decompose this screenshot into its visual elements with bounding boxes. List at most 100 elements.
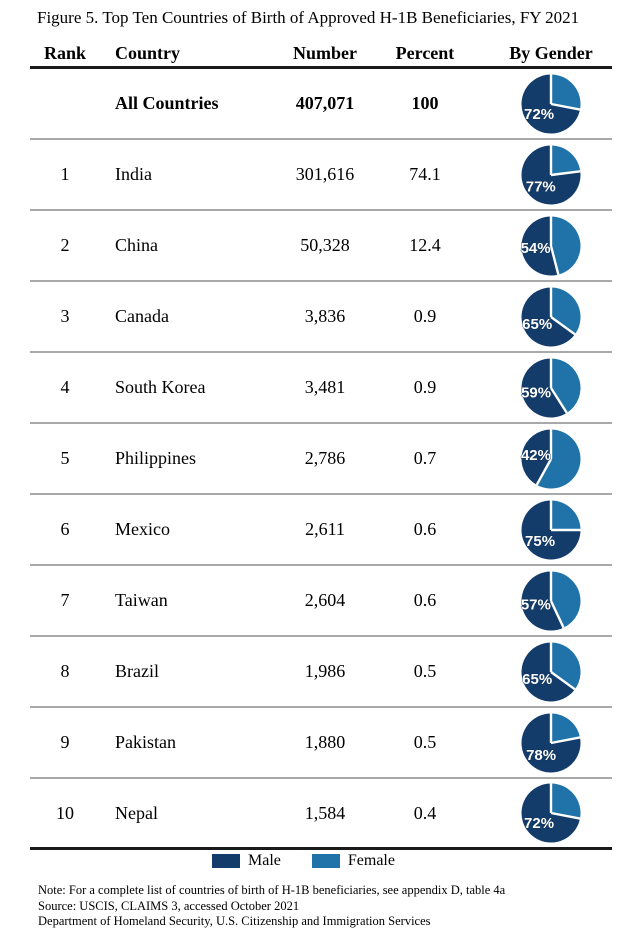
column-header-country: Country [115, 42, 181, 63]
table-row: 8 Brazil 1,986 0.5 65% [30, 637, 612, 708]
country-cell: Taiwan [115, 590, 168, 610]
male-percent-label: 78% [526, 746, 556, 763]
male-slice [521, 287, 575, 346]
country-cell: India [115, 164, 152, 184]
number-cell: 1,584 [304, 802, 346, 823]
h1b-countries-table: Rank Country Number Percent By Gender Al… [30, 40, 612, 850]
slice-separator [550, 315, 576, 335]
table-row: 3 Canada 3,836 0.9 65% [30, 282, 612, 353]
gender-cell: 65% [460, 640, 612, 704]
slice-separator [550, 169, 581, 176]
male-percent-label: 72% [524, 105, 554, 122]
number-cell: 2,604 [304, 590, 346, 610]
gender-pie-chart: 72% [521, 783, 581, 843]
slice-separator [549, 386, 568, 414]
table-header-row: Rank Country Number Percent By Gender [30, 40, 612, 69]
gender-pie-chart: 57% [520, 571, 581, 630]
country-cell: Philippines [115, 448, 197, 468]
table-row: 4 South Korea 3,481 0.9 59% [30, 353, 612, 424]
female-slice [551, 287, 581, 334]
rank-cell: 3 [60, 306, 70, 326]
gender-pie-chart: 72% [521, 74, 581, 133]
column-header-percent: Percent [395, 42, 455, 63]
male-legend-label: Male [248, 852, 281, 869]
footnotes: Note: For a complete list of countries o… [38, 883, 505, 930]
gender-pie-chart: 65% [521, 642, 581, 701]
number-cell: 1,880 [304, 732, 346, 752]
gender-pie-chart: 59% [521, 358, 581, 417]
female-legend-label: Female [347, 852, 395, 869]
gender-cell: 72% [460, 781, 612, 845]
percent-cell: 100 [411, 93, 439, 113]
gender-cell: 77% [460, 143, 612, 207]
gender-cell: 65% [460, 285, 612, 349]
percent-cell: 0.5 [413, 732, 437, 752]
gender-pie-chart: 42% [521, 429, 581, 488]
number-cell: 2,786 [304, 448, 346, 468]
female-slice [551, 713, 580, 743]
percent-cell: 0.6 [413, 590, 437, 610]
male-percent-label: 65% [522, 316, 552, 333]
rank-cell: 8 [60, 661, 70, 681]
country-cell: South Korea [115, 377, 206, 397]
number-cell: 301,616 [295, 164, 355, 184]
slice-separator [549, 245, 560, 275]
table-row: 6 Mexico 2,611 0.6 75% [30, 495, 612, 566]
column-header-by-gender: By Gender [509, 42, 593, 63]
slice-separator [535, 457, 553, 485]
slice-separator [549, 599, 565, 628]
gender-pie-chart: 75% [521, 500, 581, 559]
percent-cell: 0.5 [413, 661, 437, 681]
percent-cell: 74.1 [409, 164, 441, 184]
male-percent-label: 65% [522, 671, 552, 688]
male-percent-label: 42% [521, 447, 551, 464]
column-header-rank: Rank [43, 42, 87, 63]
gender-pie-chart: 65% [521, 287, 581, 346]
percent-cell: 0.9 [413, 377, 437, 397]
gender-cell: 59% [460, 356, 612, 420]
number-cell: 407,071 [295, 93, 355, 113]
male-slice [521, 358, 567, 417]
figure-title: Figure 5. Top Ten Countries of Birth of … [37, 8, 580, 27]
table-row: All Countries 407,071 100 72% [30, 69, 612, 140]
female-slice [551, 145, 581, 175]
female-slice [551, 74, 581, 110]
country-cell: Mexico [115, 519, 170, 539]
table-row: 2 China 50,328 12.4 54% [30, 211, 612, 282]
female-legend-swatch [311, 854, 340, 868]
female-slice [551, 642, 581, 689]
gender-pie-chart: 78% [521, 713, 581, 772]
country-cell: Pakistan [115, 732, 176, 752]
country-cell: Canada [115, 306, 169, 326]
gender-cell: 42% [460, 427, 612, 491]
table-row: 5 Philippines 2,786 0.7 42% [30, 424, 612, 495]
note-line: Note: For a complete list of countries o… [38, 883, 506, 897]
number-cell: 2,611 [305, 519, 345, 539]
table-row: 7 Taiwan 2,604 0.6 57% [30, 566, 612, 637]
male-percent-label: 72% [524, 815, 554, 832]
gender-cell: 78% [460, 711, 612, 775]
gender-cell: 54% [460, 214, 612, 278]
male-slice [521, 642, 575, 701]
male-slice [521, 216, 559, 275]
rank-cell: 7 [60, 590, 70, 610]
percent-cell: 0.6 [413, 519, 437, 539]
gender-pie-chart: 54% [520, 216, 581, 275]
male-percent-label: 59% [521, 384, 551, 401]
gender-cell: 57% [460, 569, 612, 633]
country-cell: Nepal [115, 802, 158, 823]
male-percent-label: 57% [521, 596, 551, 613]
female-slice [551, 216, 581, 275]
male-percent-label: 77% [526, 178, 556, 195]
female-slice [536, 429, 581, 488]
female-slice [551, 783, 581, 819]
gender-cell: 75% [460, 498, 612, 562]
table-body: All Countries 407,071 100 72% 1 India 301,616 7… [30, 69, 612, 850]
slice-separator [550, 811, 581, 820]
country-cell: Brazil [115, 661, 159, 681]
male-legend-swatch [212, 854, 240, 868]
table-row: 9 Pakistan 1,880 0.5 78% [30, 708, 612, 779]
rank-cell: 9 [60, 732, 70, 752]
country-cell: All Countries [115, 93, 219, 113]
